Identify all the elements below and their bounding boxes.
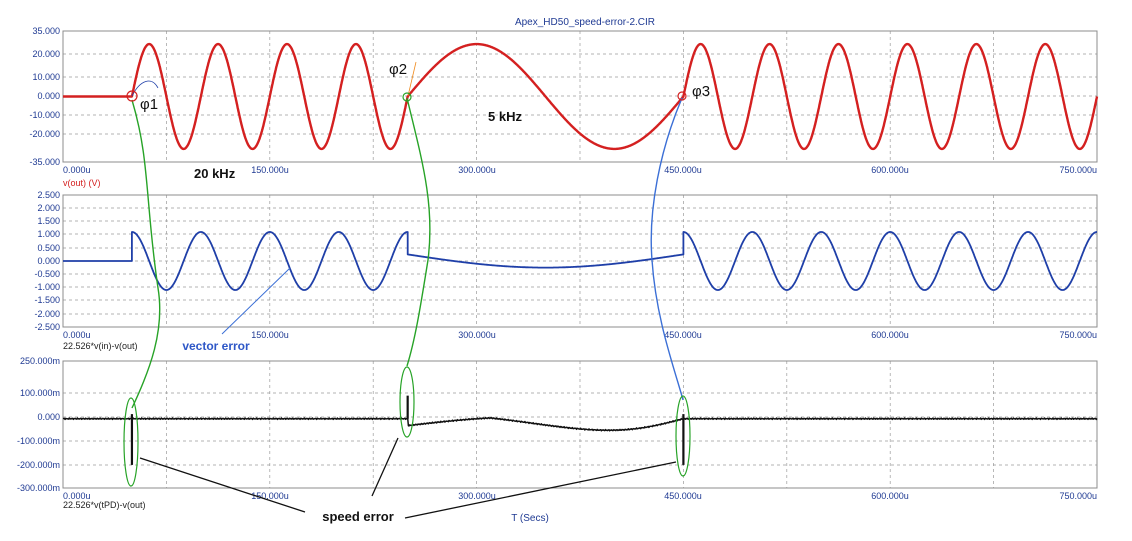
- y-tick-label: -300.000m: [17, 483, 60, 493]
- x-tick-label: 750.000u: [1059, 330, 1097, 340]
- x-tick-label: 0.000u: [63, 165, 91, 175]
- x-tick-label: 750.000u: [1059, 491, 1097, 501]
- x-tick-label: 300.000u: [458, 491, 496, 501]
- series-line: [62, 416, 1098, 432]
- x-tick-label: 600.000u: [871, 330, 909, 340]
- panel-vector-error: 2.500 2.000 1.500 1.000 0.500 0.000 -0.500 -1.0…: [34, 190, 1098, 340]
- panel-speed-error-ylabel: 22.526*v(tPD)-v(out): [63, 500, 146, 510]
- x-tick-label: 0.000u: [63, 330, 91, 340]
- y-tick-label: 0.000: [37, 412, 60, 422]
- y-tick-label: -10.000: [29, 110, 60, 120]
- series-line: [62, 231, 1098, 291]
- x-tick-label: 450.000u: [664, 165, 702, 175]
- y-tick-label: 0.000: [37, 256, 60, 266]
- annotation-phi1: φ1: [140, 96, 158, 113]
- y-tick-label: 10.000: [32, 72, 60, 82]
- marker-ellipses: [123, 90, 691, 487]
- annotation-phi3: φ3: [692, 83, 710, 100]
- x-tick-label: 450.000u: [664, 330, 702, 340]
- panel-vector-error-ylabel: 22.526*v(in)-v(out): [63, 341, 138, 351]
- connector-phi2: [406, 97, 431, 367]
- figure-title: Apex_HD50_speed-error-2.CIR: [515, 17, 655, 28]
- series-line: [62, 42, 1099, 151]
- panel-vout-ylabel: v(out) (V): [63, 178, 101, 188]
- y-tick-label: 2.000: [37, 203, 60, 213]
- x-tick-label: 150.000u: [251, 330, 289, 340]
- vector-error-pointer: [221, 267, 291, 335]
- y-tick-label: -20.000: [29, 129, 60, 139]
- y-tick-label: -0.500: [34, 269, 60, 279]
- speed-error-pointer-right: [404, 461, 677, 519]
- x-tick-label: 600.000u: [871, 491, 909, 501]
- y-tick-label: -100.000m: [17, 436, 60, 446]
- y-tick-label: 35.000: [32, 26, 60, 36]
- phase-marker-phi3: [677, 91, 687, 101]
- x-tick-label: 150.000u: [251, 491, 289, 501]
- y-tick-label: 1.000: [37, 229, 60, 239]
- connector-phi1-hook: [131, 80, 159, 97]
- y-tick-label: -2.000: [34, 309, 60, 319]
- y-tick-label: -2.500: [34, 322, 60, 332]
- connector-phi3: [650, 97, 684, 401]
- y-tick-label: -200.000m: [17, 460, 60, 470]
- phase-marker-phi2: [402, 92, 412, 102]
- x-tick-label: 0.000u: [63, 491, 91, 501]
- plot-frame: [62, 360, 1098, 489]
- y-tick-label: 1.500: [37, 216, 60, 226]
- connector-lines: [131, 61, 684, 409]
- x-tick-label: 300.000u: [458, 330, 496, 340]
- y-tick-label: 2.500: [37, 190, 60, 200]
- spike-ellipse-3: [675, 395, 691, 477]
- y-tick-label: -1.500: [34, 295, 60, 305]
- spike-ellipse-1: [123, 397, 139, 487]
- x-tick-label: 750.000u: [1059, 165, 1097, 175]
- y-tick-label: 20.000: [32, 49, 60, 59]
- annotation-5khz: 5 kHz: [488, 109, 522, 124]
- annotation-speed-error: speed error: [322, 509, 394, 524]
- y-tick-label: 0.000: [37, 91, 60, 101]
- annotation-phi2: φ2: [389, 61, 407, 78]
- y-tick-label: -1.000: [34, 282, 60, 292]
- speed-error-pointer-left: [139, 457, 306, 513]
- x-tick-label: 600.000u: [871, 165, 909, 175]
- annotation-vector-error: vector error: [182, 339, 250, 353]
- y-tick-label: 100.000m: [20, 388, 60, 398]
- speed-error-pointer-mid: [371, 437, 399, 497]
- y-tick-label: 250.000m: [20, 356, 60, 366]
- x-tick-label: 450.000u: [664, 491, 702, 501]
- speed-error-pointers: [139, 437, 677, 519]
- connector-phi2-tick: [407, 61, 417, 97]
- x-axis-label: T (Secs): [511, 513, 549, 524]
- panel-vout: 35.000 20.000 10.000 0.000 -10.000 -20.000 -35…: [29, 26, 1099, 175]
- y-tick-label: 0.500: [37, 243, 60, 253]
- panel-speed-error: 250.000m 100.000m 0.000 -100.000m -200.000m -…: [17, 356, 1098, 501]
- annotation-20khz: 20 kHz: [194, 166, 236, 181]
- phase-marker-phi1: [126, 90, 138, 102]
- spike-ellipse-2: [399, 366, 415, 438]
- x-tick-label: 300.000u: [458, 165, 496, 175]
- y-tick-label: -35.000: [29, 157, 60, 167]
- x-tick-label: 150.000u: [251, 165, 289, 175]
- connector-phi1: [131, 99, 161, 409]
